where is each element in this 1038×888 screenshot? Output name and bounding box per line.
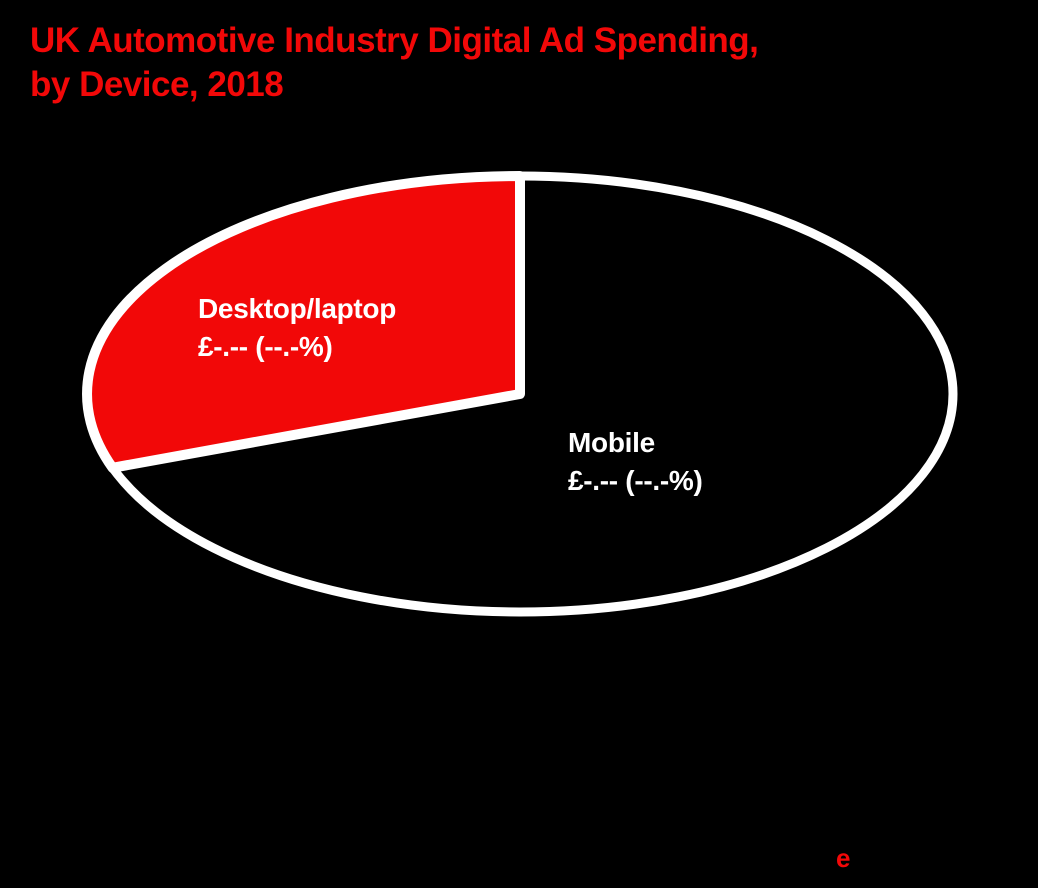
mobile-slice-value: £-.-- (--.-%) [568,465,703,496]
desktop-slice-label: Desktop/laptop £-.-- (--.-%) [198,290,396,366]
chart-title: UK Automotive Industry Digital Ad Spendi… [30,19,759,107]
chart-title-line1: UK Automotive Industry Digital Ad Spendi… [30,21,759,60]
emarketer-logo-e: e [836,843,851,873]
mobile-slice-label: Mobile £-.-- (--.-%) [568,424,703,500]
desktop-slice-name: Desktop/laptop [198,293,397,324]
pie-outline [82,171,958,617]
desktop-slice-value: £-.-- (--.-%) [198,331,333,362]
mobile-slice-name: Mobile [568,427,655,458]
chart-title-line2: by Device, 2018 [30,65,284,104]
